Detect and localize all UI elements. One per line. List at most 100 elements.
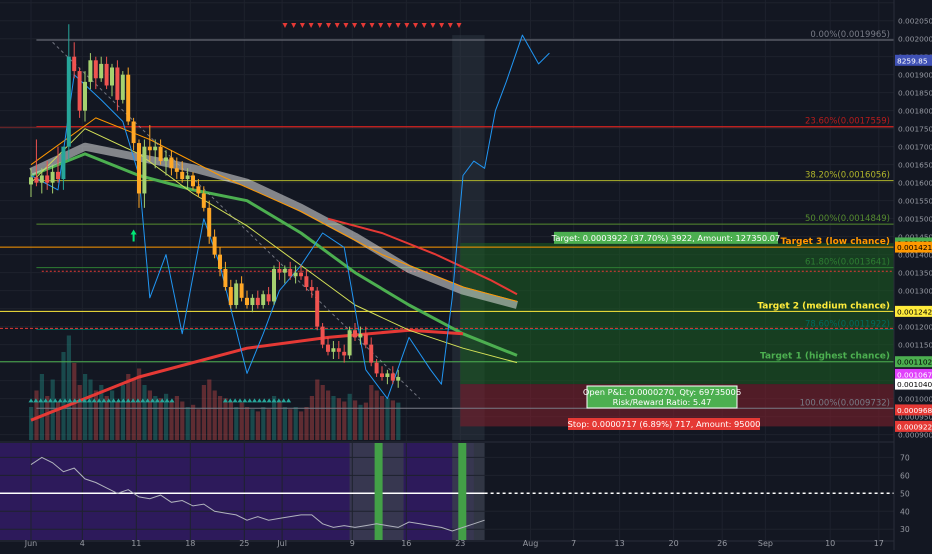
buy-arrow-icon <box>130 229 137 242</box>
buy-signal-marker <box>43 398 49 403</box>
volume-bar <box>315 379 320 440</box>
rsi-gray-band <box>452 443 485 540</box>
price-badge <box>895 378 932 390</box>
target-label: Target 3 (low chance) <box>781 237 890 247</box>
candle-body <box>390 373 395 381</box>
time-tick-label: Sep <box>758 539 773 548</box>
candle-body <box>304 276 309 288</box>
volume-bar <box>336 398 341 440</box>
volume-bar <box>164 393 169 440</box>
volume-bar <box>266 409 271 440</box>
volume-bar <box>115 401 120 440</box>
moving-average-line <box>30 117 518 302</box>
candle-body <box>158 146 163 162</box>
price-badge <box>895 54 932 66</box>
fib-label: 61.80%(0.0013641) <box>805 258 890 268</box>
candle-body <box>228 287 233 306</box>
sell-signal-marker <box>404 23 410 28</box>
volume-bar <box>191 404 196 440</box>
candle-body <box>45 175 50 183</box>
candle-body <box>191 175 195 187</box>
candle-body <box>131 121 136 144</box>
buy-signal-marker <box>38 398 44 403</box>
trend-line <box>52 41 421 399</box>
candle-body <box>255 297 260 306</box>
volume-bar <box>61 352 66 440</box>
fib-label: 78.60%(0.0011922) <box>805 319 890 329</box>
candle-body <box>261 294 266 306</box>
rsi-tick-label: 70 <box>900 453 910 462</box>
candle-body <box>374 362 379 374</box>
rsi-green-bar <box>458 443 467 540</box>
volume-bar <box>347 393 352 440</box>
fib-label: 38.20%(0.0016056) <box>805 171 890 181</box>
volume-bar <box>218 396 223 440</box>
volume-bar <box>104 396 109 440</box>
candle-body <box>223 269 228 288</box>
buy-signal-marker <box>232 398 238 403</box>
volume-bar <box>320 385 325 440</box>
sell-signal-marker <box>291 23 297 28</box>
candle-body <box>39 175 44 183</box>
sell-signal-marker <box>299 23 305 28</box>
sell-signal-marker <box>447 23 453 28</box>
buy-signal-marker <box>130 398 136 403</box>
volume-bar <box>201 385 206 440</box>
time-tick-label: 16 <box>401 539 411 548</box>
volume-bar <box>358 404 363 440</box>
sell-signal-marker <box>360 23 366 28</box>
volume-bar <box>288 409 293 440</box>
buy-signal-marker <box>145 398 151 403</box>
volume-bar <box>110 390 115 440</box>
target-zone <box>460 242 894 385</box>
buy-signal-marker <box>247 398 253 403</box>
volume-bar <box>66 335 71 440</box>
candle-body <box>180 171 185 180</box>
rsi-tick-label: 50 <box>900 489 910 498</box>
candle-body <box>272 269 276 302</box>
fib-label: 100.00%(0.0009732) <box>800 398 890 408</box>
candle-body <box>126 74 131 122</box>
volume-bar <box>228 401 233 440</box>
candle-body <box>110 67 114 86</box>
buy-signal-marker <box>164 398 170 403</box>
buy-signal-marker <box>135 398 141 403</box>
candle-body <box>385 373 390 378</box>
volume-bar <box>93 390 98 440</box>
volume-bar <box>239 402 244 440</box>
time-tick-label: 11 <box>131 539 141 548</box>
volume-bar <box>331 396 336 440</box>
candle-body <box>309 287 314 291</box>
volume-bar <box>174 396 179 440</box>
volume-bar <box>304 407 309 440</box>
buy-signal-marker <box>266 398 272 403</box>
candle-body <box>363 333 368 345</box>
volume-bar <box>369 385 374 440</box>
rsi-green-bar <box>374 443 383 540</box>
target-info-box <box>554 231 778 244</box>
buy-signal-marker <box>111 398 117 403</box>
moving-average-line <box>30 128 518 364</box>
buy-signal-marker <box>256 398 262 403</box>
candle-body <box>66 56 71 147</box>
sell-signal-marker <box>413 23 418 28</box>
candle-body <box>369 344 374 363</box>
time-tick-label: 10 <box>825 539 835 548</box>
buy-signal-marker <box>237 398 243 403</box>
volume-bar <box>185 407 190 440</box>
volume-bar <box>77 385 82 440</box>
moving-average-line <box>327 217 518 296</box>
candle-body <box>169 157 174 169</box>
stop-info-box <box>568 418 760 430</box>
candle-body <box>212 236 217 255</box>
